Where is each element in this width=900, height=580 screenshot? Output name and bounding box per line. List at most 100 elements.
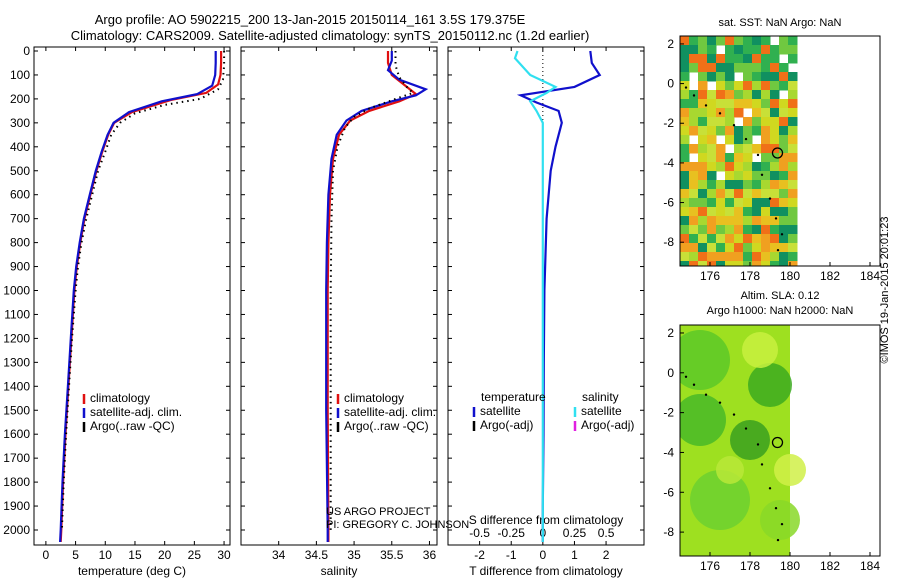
sst-cell [788,36,798,46]
sst-map-frame [679,35,881,267]
sst-cell [707,90,717,100]
sst-cell [689,126,699,136]
float-track-point [744,137,748,141]
sst-cell [716,216,726,226]
difference-xtick-label: 0 [539,548,546,562]
sst-cell [743,216,753,226]
sst-cell [725,108,735,118]
sst-cell [689,171,699,181]
sst-cell [770,261,780,266]
difference-s-tick-label: -0.5 [469,526,490,540]
sst-cell [761,45,771,55]
sst-cell [734,126,744,136]
float-track-point [718,112,722,115]
sst-cell [725,180,735,190]
float-track-point [744,427,748,430]
depth-tick-label: 1100 [4,307,30,321]
sst-cell [698,216,708,226]
sst-cell [743,81,753,91]
sst-cell [743,261,753,266]
sst-cell [725,171,735,181]
sst-cell [779,207,789,217]
float-track-point [732,413,736,416]
sst-cell [770,171,780,181]
sst-cell [779,234,789,244]
sst-cell [680,162,690,172]
sst-cell [752,162,762,172]
sla-blob [680,330,730,390]
sst-cell [680,180,690,190]
sst-cell [779,252,789,262]
imos-credit: ©IMOS 19-Jan-2015 20:01:23 [879,216,891,364]
float-track-point [684,375,688,378]
sst-cell [788,54,798,64]
sst-cell [707,54,717,64]
sst-cell [734,144,744,154]
sst-cell [698,225,708,235]
sst-cell [788,81,798,91]
sst-cell [743,207,753,217]
sst-cell [689,207,699,217]
sst-cell [734,108,744,118]
sla-map-xtick-label: 182 [820,559,840,573]
sst-cell [707,117,717,127]
sst-map-ytick-label: -6 [663,196,674,210]
legend-entry: satellite [581,404,622,418]
sst-cell [716,36,726,46]
difference-temperature-line [516,50,602,542]
legend-entry: Argo(..raw -QC) [90,419,175,433]
difference-xtick-label: -1 [506,548,517,562]
sst-cell [680,63,690,73]
sst-cell [779,189,789,199]
temperature-xtick-label: 20 [158,548,172,562]
sst-cell [689,63,699,73]
sst-cell [734,45,744,55]
sst-cell [770,135,780,145]
sst-cell [725,81,735,91]
sst-cell [680,216,690,226]
sst-cell [770,90,780,100]
legend-entry: satellite [480,404,521,418]
project-name: US ARGO PROJECT [326,506,431,518]
salinity-xtick-label: 35 [347,548,361,562]
sst-cell [707,171,717,181]
sst-cell [743,117,753,127]
sst-cell [698,36,708,46]
float-track-point [684,86,688,89]
sst-cell [752,207,762,217]
sla-map-xtick-label: 176 [700,559,720,573]
sst-cell [734,252,744,262]
legend-entry: Argo(..raw -QC) [344,419,429,433]
legend-entry: climatology [90,391,150,405]
sst-cell [716,63,726,73]
sst-cell [752,243,762,253]
sst-cell [770,225,780,235]
sst-cell [716,180,726,190]
temperature-xlabel: temperature (deg C) [78,564,186,578]
temperature-xtick-label: 0 [43,548,50,562]
depth-tick-label: 600 [10,188,30,202]
difference-xlabel: T difference from climatology [469,564,623,578]
sst-cell [743,90,753,100]
sst-cell [788,153,798,163]
sst-cell [752,45,762,55]
sst-cell [680,252,690,262]
sst-cell [716,234,726,244]
sst-cell [689,180,699,190]
sst-cell [725,36,735,46]
sst-cell [698,63,708,73]
sst-cell [779,72,789,82]
salinity-panel: 34 34.5 35 35.5 36 salinity climatologysatelli… [240,46,438,578]
sst-cell [716,198,726,208]
sst-cell [779,108,789,118]
sst-cell [734,36,744,46]
sst-cell [698,90,708,100]
sst-cell [761,216,771,226]
sla-map-ytick-label: -8 [663,525,674,539]
temperature-xtick-label: 10 [99,548,113,562]
sst-cell [698,144,708,154]
sst-cell [770,252,780,262]
sst-cell [788,72,798,82]
difference-s-label: S difference from climatology [469,513,624,527]
sst-cell [770,189,780,199]
